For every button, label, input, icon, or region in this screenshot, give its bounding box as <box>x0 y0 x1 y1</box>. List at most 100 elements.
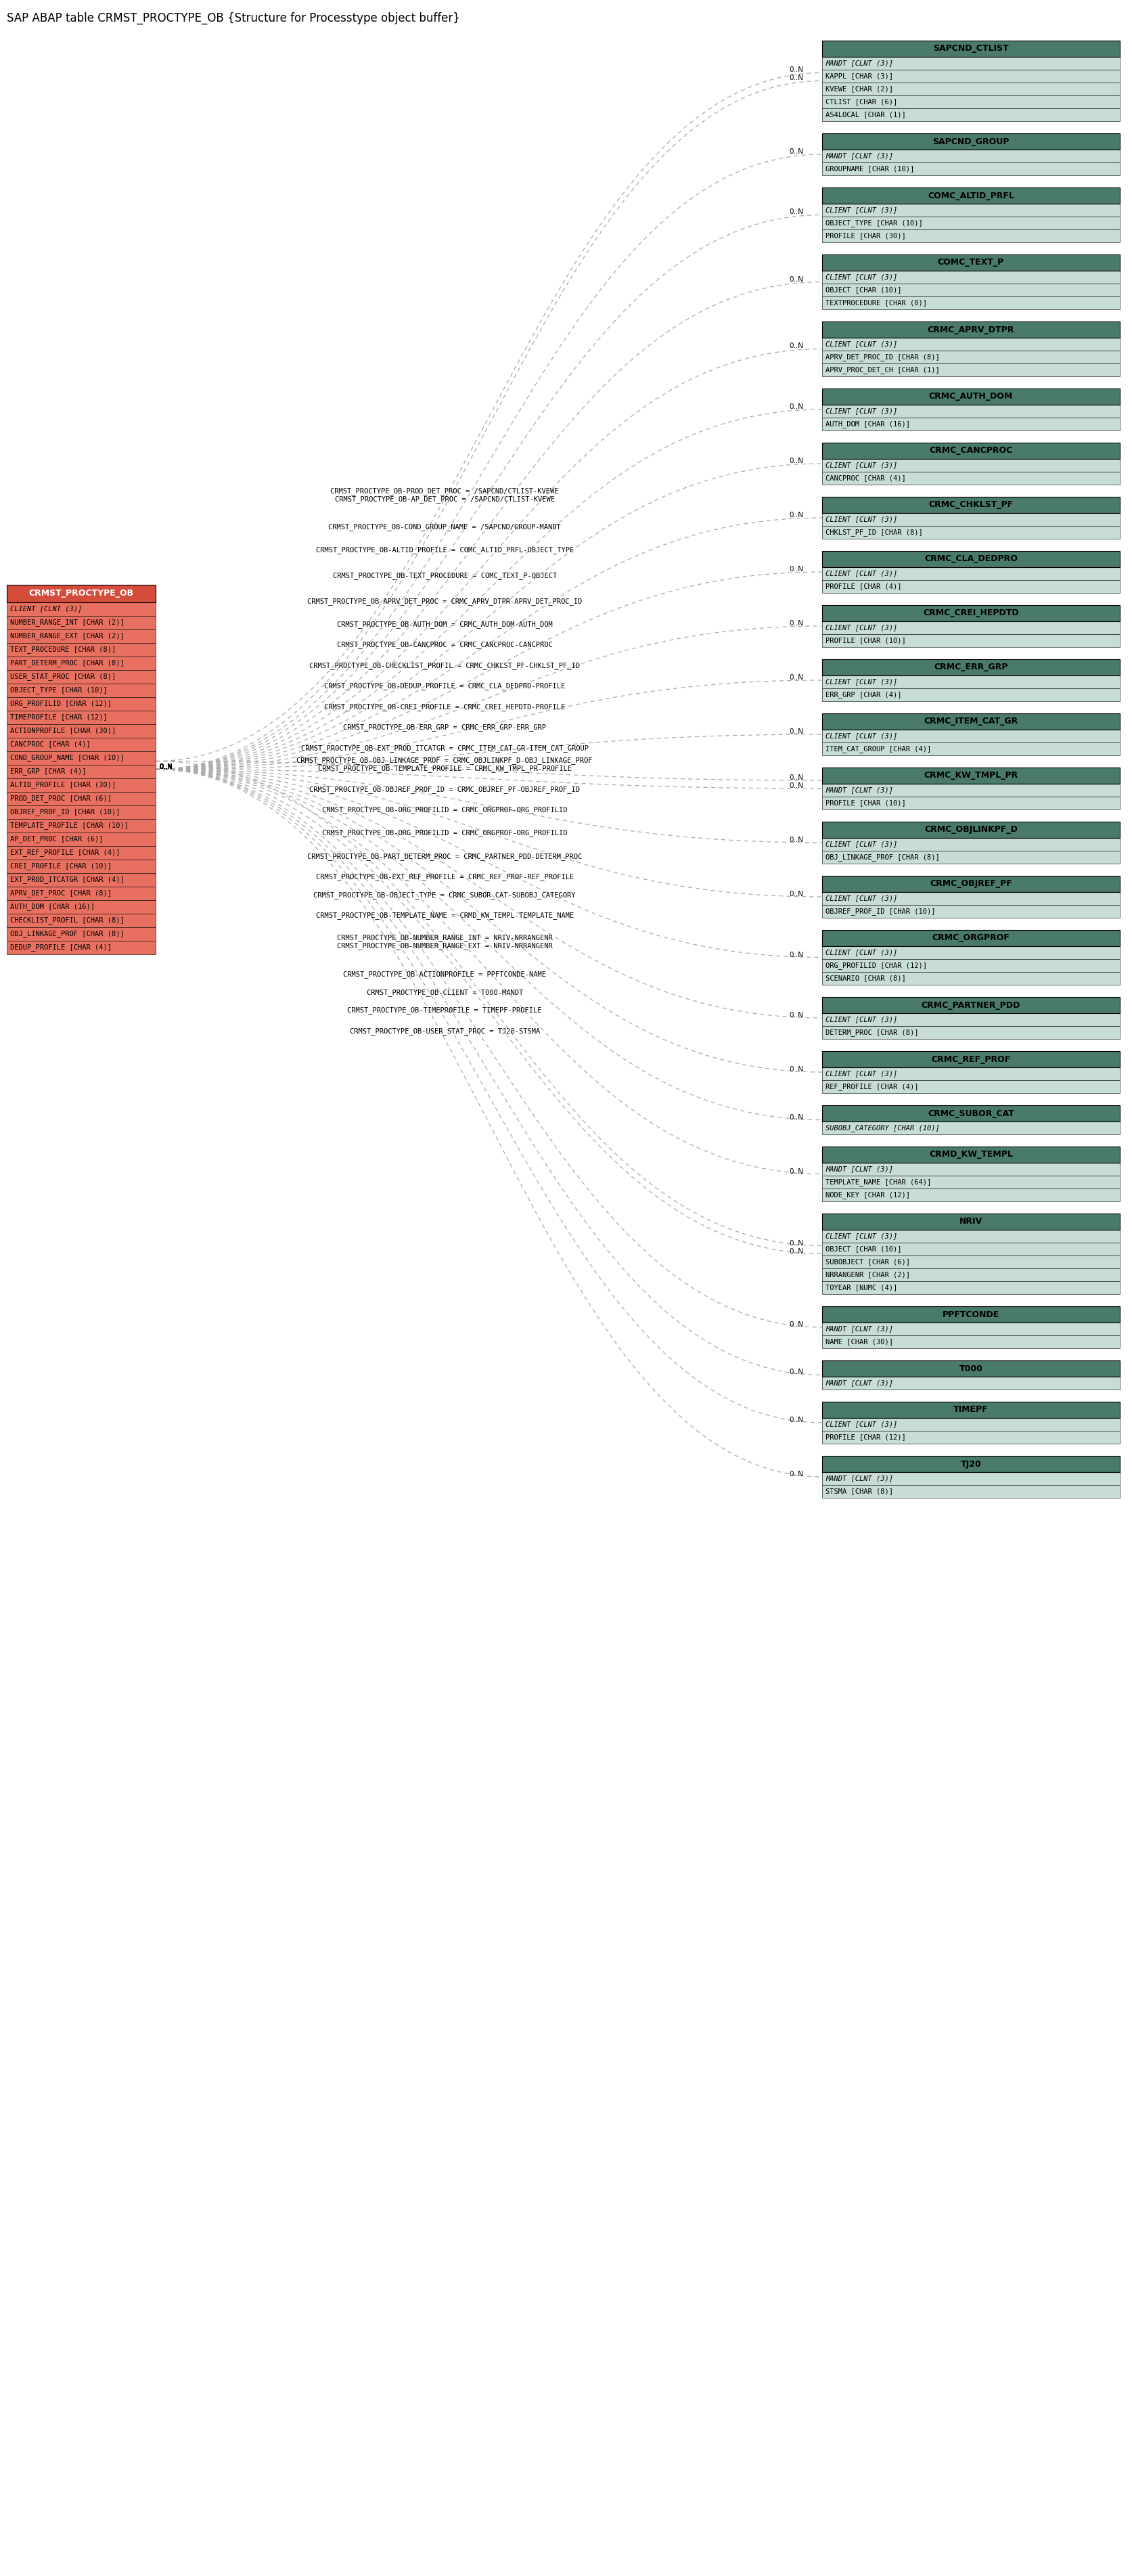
Bar <box>7 670 155 683</box>
Bar <box>822 134 1120 149</box>
Text: KAPPL [CHAR (3)]: KAPPL [CHAR (3)] <box>825 72 893 80</box>
Text: APRV_DET_PROC_ID [CHAR (8)]: APRV_DET_PROC_ID [CHAR (8)] <box>825 353 940 361</box>
Text: 0..N: 0..N <box>158 762 172 770</box>
Text: 0..N: 0..N <box>789 1066 804 1072</box>
Text: CRMC_OBJREF_PF: CRMC_OBJREF_PF <box>929 878 1012 889</box>
Text: 0..N: 0..N <box>789 951 804 958</box>
Bar <box>7 927 155 940</box>
Bar <box>822 1066 1120 1079</box>
Text: CRMST_PROCTYPE_OB-EXT_PROD_ITCATGR = CRMC_ITEM_CAT_GR-ITEM_CAT_GROUP: CRMST_PROCTYPE_OB-EXT_PROD_ITCATGR = CRM… <box>301 744 589 752</box>
Text: CLIENT [CLNT (3)]: CLIENT [CLNT (3)] <box>825 461 898 469</box>
Text: CRMST_PROCTYPE_OB-TEMPLATE_NAME = CRMD_KW_TEMPL-TEMPLATE_NAME: CRMST_PROCTYPE_OB-TEMPLATE_NAME = CRMD_K… <box>316 912 574 920</box>
Text: ORG_PROFILID [CHAR (12)]: ORG_PROFILID [CHAR (12)] <box>825 961 927 969</box>
Text: 0..N: 0..N <box>158 762 172 770</box>
Text: ITEM_CAT_GROUP [CHAR (4)]: ITEM_CAT_GROUP [CHAR (4)] <box>825 744 932 752</box>
Bar <box>822 108 1120 121</box>
Text: 0..N: 0..N <box>789 783 804 788</box>
Bar <box>822 876 1120 891</box>
Text: APRV_DET_PROC [CHAR (8)]: APRV_DET_PROC [CHAR (8)] <box>10 889 112 896</box>
Text: 0..N: 0..N <box>789 837 804 842</box>
Text: CRMST_PROCTYPE_OB-OBJREF_PROF_ID = CRMC_OBJREF_PF-OBJREF_PROF_ID: CRMST_PROCTYPE_OB-OBJREF_PROF_ID = CRMC_… <box>309 786 580 793</box>
Bar <box>822 337 1120 350</box>
Text: PPFTCONDE: PPFTCONDE <box>943 1311 1000 1319</box>
Bar <box>822 1105 1120 1121</box>
Text: PART_DETERM_PROC [CHAR (8)]: PART_DETERM_PROC [CHAR (8)] <box>10 659 125 667</box>
Text: 0..N: 0..N <box>789 729 804 734</box>
Bar <box>822 497 1120 513</box>
Bar <box>7 752 155 765</box>
Bar <box>822 837 1120 850</box>
Bar <box>7 724 155 737</box>
Bar <box>822 1051 1120 1066</box>
Bar <box>822 742 1120 755</box>
Text: CRMC_REF_PROF: CRMC_REF_PROF <box>932 1054 1011 1064</box>
Text: CRMC_CLA_DEDPRO: CRMC_CLA_DEDPRO <box>925 554 1018 564</box>
Bar <box>822 471 1120 484</box>
Text: CRMC_KW_TMPL_PR: CRMC_KW_TMPL_PR <box>924 770 1018 781</box>
Bar <box>822 255 1120 270</box>
Text: ORG_PROFILID [CHAR (12)]: ORG_PROFILID [CHAR (12)] <box>10 701 112 708</box>
Text: 0..N: 0..N <box>789 1321 804 1329</box>
Text: OBJREF_PROF_ID [CHAR (10)]: OBJREF_PROF_ID [CHAR (10)] <box>825 907 935 914</box>
Bar <box>822 675 1120 688</box>
Text: 0..N: 0..N <box>789 1113 804 1121</box>
Bar <box>822 621 1120 634</box>
Bar <box>822 459 1120 471</box>
Text: CRMC_ITEM_CAT_GR: CRMC_ITEM_CAT_GR <box>924 716 1018 726</box>
Bar <box>822 1146 1120 1162</box>
Text: CLIENT [CLNT (3)]: CLIENT [CLNT (3)] <box>825 273 898 281</box>
Text: CRMST_PROCTYPE_OB: CRMST_PROCTYPE_OB <box>28 590 134 598</box>
Text: CLIENT [CLNT (3)]: CLIENT [CLNT (3)] <box>10 605 82 613</box>
Text: 0..N: 0..N <box>158 762 172 770</box>
Text: SCENARIO [CHAR (8)]: SCENARIO [CHAR (8)] <box>825 974 906 981</box>
Bar <box>7 886 155 899</box>
Bar <box>822 270 1120 283</box>
Bar <box>7 873 155 886</box>
Text: 0..N: 0..N <box>158 762 172 770</box>
Bar <box>822 1175 1120 1188</box>
Text: CRMST_PROCTYPE_OB-AUTH_DOM = CRMC_AUTH_DOM-AUTH_DOM: CRMST_PROCTYPE_OB-AUTH_DOM = CRMC_AUTH_D… <box>337 621 552 629</box>
Text: PROFILE [CHAR (12)]: PROFILE [CHAR (12)] <box>825 1435 906 1440</box>
Text: GROUPNAME [CHAR (10)]: GROUPNAME [CHAR (10)] <box>825 165 915 173</box>
Text: 0..N: 0..N <box>158 762 172 770</box>
Bar <box>822 551 1120 567</box>
Text: 0..N: 0..N <box>158 762 172 770</box>
Text: 0..N: 0..N <box>158 762 172 770</box>
Text: 0..N: 0..N <box>789 209 804 216</box>
Text: CLIENT [CLNT (3)]: CLIENT [CLNT (3)] <box>825 515 898 523</box>
Text: CHKLST_PF_ID [CHAR (8)]: CHKLST_PF_ID [CHAR (8)] <box>825 528 923 536</box>
Text: PROFILE [CHAR (10)]: PROFILE [CHAR (10)] <box>825 636 906 644</box>
Text: TOYEAR [NUMC (4)]: TOYEAR [NUMC (4)] <box>825 1285 898 1291</box>
Text: NAME [CHAR (30)]: NAME [CHAR (30)] <box>825 1340 893 1345</box>
Text: COMC_TEXT_P: COMC_TEXT_P <box>937 258 1004 268</box>
Text: PROFILE [CHAR (4)]: PROFILE [CHAR (4)] <box>825 582 901 590</box>
Text: 0..N: 0..N <box>789 891 804 896</box>
Text: 0..N: 0..N <box>789 567 804 572</box>
Bar <box>7 914 155 927</box>
Text: CRMST_PROCTYPE_OB-CANCPROC = CRMC_CANCPROC-CANCPROC: CRMST_PROCTYPE_OB-CANCPROC = CRMC_CANCPR… <box>337 641 552 649</box>
Bar <box>822 1213 1120 1229</box>
Bar <box>822 1255 1120 1267</box>
Text: 0..N: 0..N <box>789 675 804 680</box>
Text: CRMC_ERR_GRP: CRMC_ERR_GRP <box>934 662 1007 672</box>
Text: OBJECT_TYPE [CHAR (10)]: OBJECT_TYPE [CHAR (10)] <box>10 685 108 693</box>
Text: 0..N: 0..N <box>789 621 804 626</box>
Text: OBJ_LINKAGE_PROF [CHAR (8)]: OBJ_LINKAGE_PROF [CHAR (8)] <box>825 853 940 860</box>
Text: CRMST_PROCTYPE_OB-EXT_REF_PROFILE = CRMC_REF_PROF-REF_PROFILE: CRMST_PROCTYPE_OB-EXT_REF_PROFILE = CRMC… <box>316 873 574 881</box>
Bar <box>822 216 1120 229</box>
Text: MANDT [CLNT (3)]: MANDT [CLNT (3)] <box>825 152 893 160</box>
Bar <box>7 765 155 778</box>
Bar <box>7 860 155 873</box>
Text: AUTH_DOM [CHAR (16)]: AUTH_DOM [CHAR (16)] <box>10 904 95 909</box>
Text: CANCPROC [CHAR (4)]: CANCPROC [CHAR (4)] <box>10 742 91 747</box>
Bar <box>7 899 155 914</box>
Text: CRMST_PROCTYPE_OB-ORG_PROFILID = CRMC_ORGPROF-ORG_PROFILID: CRMST_PROCTYPE_OB-ORG_PROFILID = CRMC_OR… <box>321 806 567 814</box>
Bar <box>822 1121 1120 1133</box>
Bar <box>7 603 155 616</box>
Text: 0..N: 0..N <box>789 343 804 350</box>
Text: CLIENT [CLNT (3)]: CLIENT [CLNT (3)] <box>825 407 898 415</box>
Text: CRMST_PROCTYPE_OB-DEDUP_PROFILE = CRMC_CLA_DEDPRO-PROFILE: CRMST_PROCTYPE_OB-DEDUP_PROFILE = CRMC_C… <box>324 683 565 690</box>
Bar <box>822 95 1120 108</box>
Text: SAPCND_CTLIST: SAPCND_CTLIST <box>933 44 1009 54</box>
Bar <box>822 688 1120 701</box>
